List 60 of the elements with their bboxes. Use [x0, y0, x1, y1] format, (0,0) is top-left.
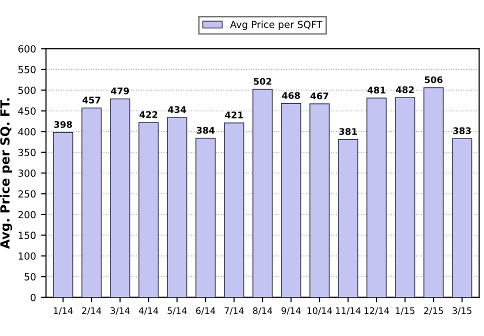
y-tick-label: 450	[18, 107, 36, 115]
x-tick-label: 4/14	[138, 307, 158, 315]
bar	[252, 88, 273, 298]
y-tick-label: 150	[18, 232, 36, 240]
data-label: 479	[111, 88, 129, 94]
data-label: 422	[140, 111, 158, 118]
bar	[138, 122, 159, 298]
bar	[309, 103, 330, 298]
bar	[338, 139, 358, 298]
y-tick-label: 50	[24, 273, 36, 280]
x-tick-label: 7/14	[224, 307, 244, 315]
data-label: 384	[196, 126, 215, 134]
bar	[81, 108, 102, 298]
data-label: 506	[424, 76, 442, 84]
x-tick-label: 9/14	[282, 307, 301, 315]
y-axis-title: Avg. Price per SQ. FT.	[0, 98, 12, 249]
x-tick-label: 12/14	[364, 307, 390, 315]
y-tick-label: 550	[18, 66, 36, 74]
data-label: 398	[54, 121, 72, 128]
y-tick-label: 400	[18, 128, 36, 136]
bar	[166, 117, 188, 298]
bar	[224, 122, 244, 298]
data-label: 502	[254, 78, 272, 85]
x-tick-label: 2/15	[424, 307, 443, 315]
x-tick-label: 2/14	[82, 307, 102, 315]
data-label: 381	[339, 128, 357, 135]
x-tick-label: 3/15	[452, 307, 472, 315]
y-tick-label: 300	[18, 170, 36, 177]
y-tick-label: 250	[18, 190, 36, 198]
x-tick-label: 5/14	[168, 307, 187, 315]
bar	[394, 97, 416, 298]
x-tick-label: 11/14	[336, 307, 361, 315]
data-label: 467	[310, 92, 328, 100]
bar	[52, 132, 74, 298]
x-tick-label: 6/14	[196, 307, 216, 315]
bar	[452, 138, 472, 298]
y-tick-label: 0	[30, 294, 36, 302]
data-label: 468	[282, 92, 300, 99]
data-label: 383	[453, 127, 471, 134]
y-tick-label: 500	[18, 86, 36, 94]
legend-label: Avg Price per SQFT	[230, 20, 322, 30]
x-tick-label: 1/15	[396, 307, 414, 315]
data-label: 457	[82, 96, 100, 104]
y-tick-label: 350	[18, 148, 36, 156]
x-tick-label: 10/14	[308, 307, 332, 315]
bar	[110, 98, 130, 298]
data-label: 421	[225, 112, 243, 118]
bar	[366, 98, 387, 298]
y-tick-label: 200	[18, 210, 36, 218]
bar	[423, 87, 444, 298]
x-tick-label: 1/14	[54, 307, 73, 315]
data-label: 434	[168, 106, 186, 113]
data-label: 482	[396, 86, 414, 94]
data-label: 481	[368, 86, 386, 94]
x-tick-label: 8/14	[253, 307, 272, 315]
bar	[280, 103, 302, 298]
y-tick-label: 600	[18, 45, 36, 53]
bar	[195, 138, 216, 298]
x-tick-label: 3/14	[110, 307, 130, 315]
y-tick-label: 100	[18, 252, 36, 260]
